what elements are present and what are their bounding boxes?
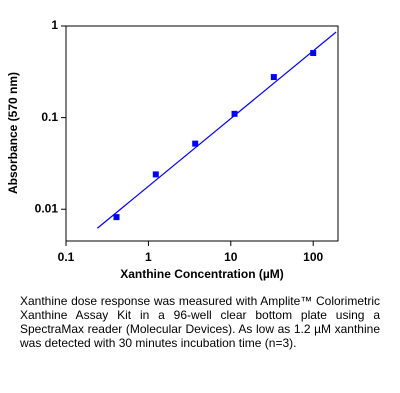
x-tick-label: 1 bbox=[145, 250, 152, 264]
data-point bbox=[270, 74, 277, 81]
x-tick-label: 100 bbox=[303, 250, 323, 264]
data-point bbox=[231, 110, 238, 117]
x-tick-label: 0.1 bbox=[58, 250, 75, 264]
caption: Xanthine dose response was measured with… bbox=[20, 294, 380, 350]
y-tick-label: 0.01 bbox=[35, 201, 59, 215]
data-point bbox=[113, 214, 120, 221]
fit-line bbox=[96, 31, 337, 229]
data-point bbox=[192, 140, 199, 147]
y-tick-label: 1 bbox=[51, 18, 58, 32]
plot-frame bbox=[65, 25, 339, 242]
x-axis-label: Xanthine Concentration (µM) bbox=[120, 267, 284, 281]
data-point bbox=[152, 171, 159, 178]
y-tick-label: 0.1 bbox=[41, 110, 58, 124]
chart: Xanthine Concentration (µM) Absorbance (… bbox=[6, 18, 339, 281]
data-point bbox=[310, 50, 317, 57]
y-axis-label: Absorbance (570 nm) bbox=[6, 72, 20, 194]
x-tick-label: 10 bbox=[224, 250, 238, 264]
